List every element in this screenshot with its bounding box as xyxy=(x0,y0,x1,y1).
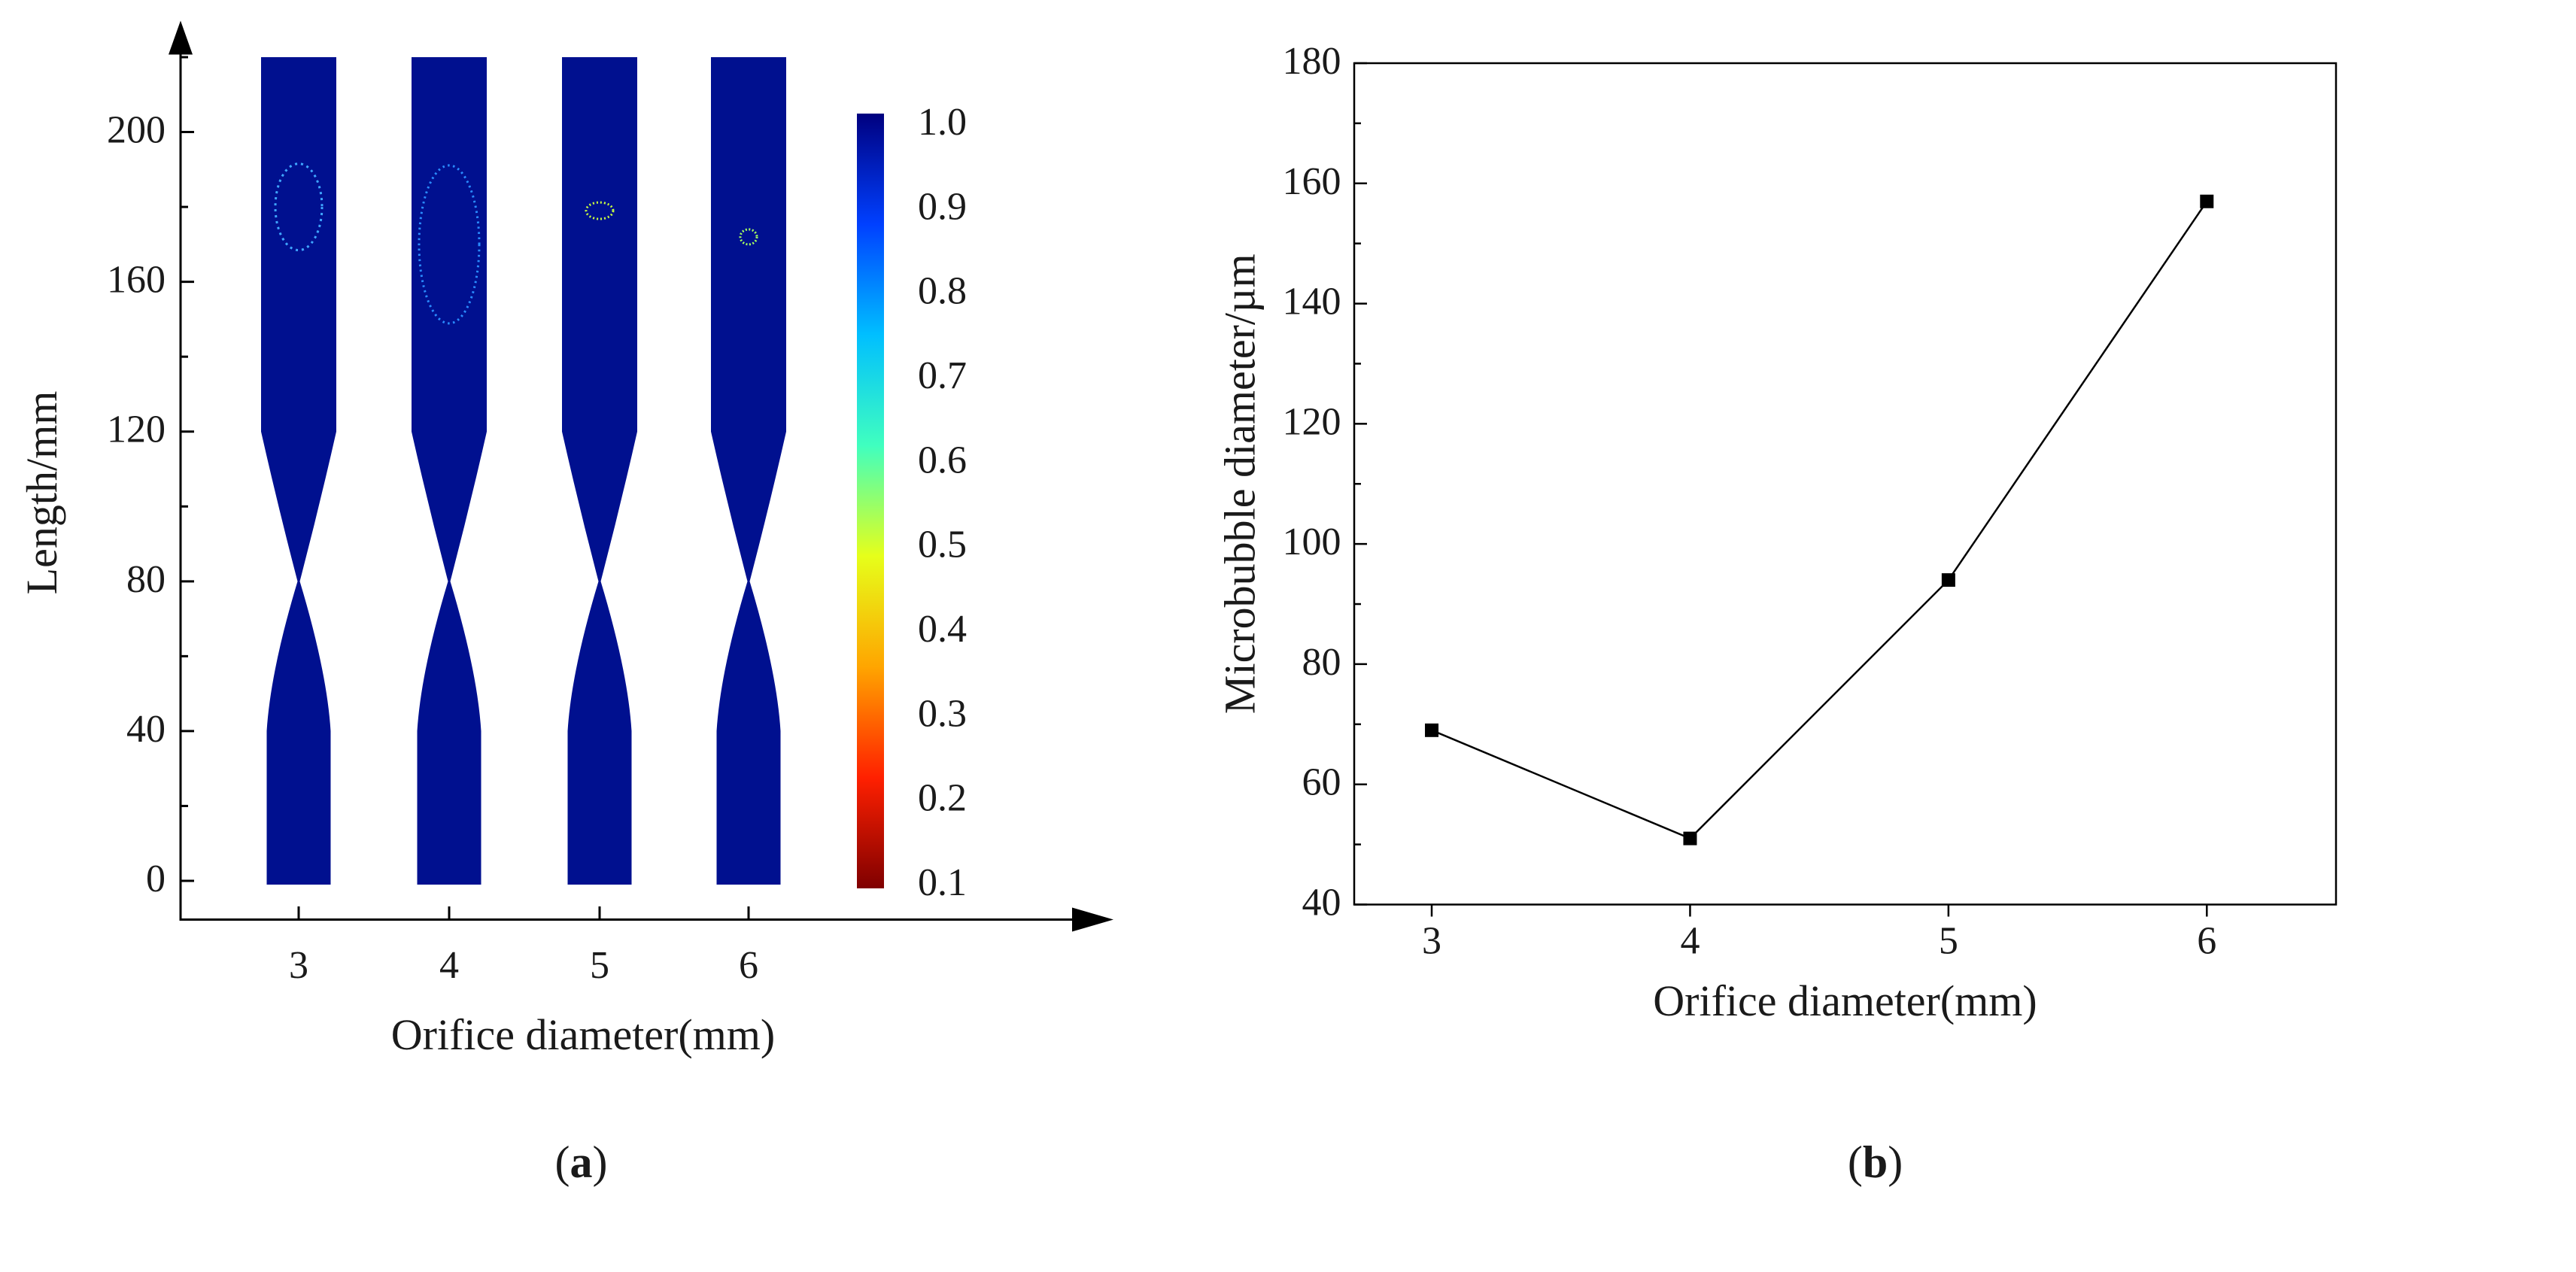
a-bubble xyxy=(418,164,481,325)
a-x-axis-arrow xyxy=(1072,907,1113,932)
a-y-tick-label: 120 xyxy=(107,408,166,451)
b-data-point xyxy=(1683,831,1697,845)
colorbar-ticks: 1.0 0.9 0.8 0.7 0.6 0.5 0.4 0.3 0.2 0.1 xyxy=(918,101,967,904)
a-tube xyxy=(261,57,336,885)
a-x-axis-label: Orifice diameter(mm) xyxy=(391,1010,775,1059)
colorbar-tick-label: 1.0 xyxy=(918,101,967,144)
colorbar-tick-label: 0.2 xyxy=(918,777,967,820)
a-x-tick-label: 5 xyxy=(590,944,609,987)
a-x-tick-label: 6 xyxy=(739,944,758,987)
b-y-tick-label: 100 xyxy=(1283,521,1341,563)
b-y-axis-label: Microbubble diameter/µm xyxy=(1216,253,1265,714)
a-x-tick-label: 3 xyxy=(289,944,308,987)
a-y-tick-label: 0 xyxy=(146,858,166,900)
a-y-tick-label: 80 xyxy=(126,558,166,601)
colorbar-tick-label: 0.8 xyxy=(918,270,967,313)
a-tube xyxy=(412,57,487,885)
b-data-point xyxy=(1425,723,1439,737)
b-y-tick-label: 120 xyxy=(1283,400,1341,443)
a-y-tick-label: 200 xyxy=(107,109,166,152)
colorbar-tick-label: 0.1 xyxy=(918,861,967,904)
b-axes: 40 60 80 100 120 140 160 180 3 4 5 6 xyxy=(1283,40,2338,963)
a-bubble xyxy=(585,201,615,220)
b-series-line xyxy=(1431,201,2208,840)
caption-a: (a) xyxy=(555,1137,608,1187)
b-y-tick-label: 60 xyxy=(1302,761,1341,804)
b-x-tick-label: 4 xyxy=(1680,920,1700,963)
b-series xyxy=(1425,194,2214,845)
a-bubble xyxy=(739,228,758,246)
colorbar-tick-label: 0.3 xyxy=(918,692,967,735)
a-bubbles xyxy=(274,162,758,325)
b-x-tick-label: 6 xyxy=(2197,920,2216,963)
b-x-tick-label: 5 xyxy=(1939,920,1958,963)
colorbar-tick-label: 0.5 xyxy=(918,524,967,566)
colorbar-tick-label: 0.7 xyxy=(918,354,967,397)
colorbar-tick-label: 0.9 xyxy=(918,185,967,228)
b-y-tick-label: 80 xyxy=(1302,641,1341,684)
a-tube xyxy=(562,57,637,885)
a-tube xyxy=(711,57,786,885)
panel-a: 0 40 80 120 160 200 3 4 5 6 1.0 0.9 0.8 0.7 0.6 0.5 0.4… xyxy=(17,20,1113,1059)
a-x-tick-label: 4 xyxy=(439,944,459,987)
a-y-axis-label: Length/mm xyxy=(17,391,66,595)
b-x-axis-label: Orifice diameter(mm) xyxy=(1653,976,2037,1025)
a-bubble xyxy=(274,162,324,252)
b-y-tick-label: 140 xyxy=(1283,281,1341,323)
b-x-tick-label: 3 xyxy=(1422,920,1441,963)
b-y-tick-label: 40 xyxy=(1302,882,1341,924)
colorbar-tick-label: 0.6 xyxy=(918,439,967,481)
b-y-tick-label: 160 xyxy=(1283,160,1341,203)
b-y-tick-label: 180 xyxy=(1283,40,1341,83)
b-plot-frame xyxy=(1353,62,2338,906)
a-y-axis-arrow xyxy=(169,20,193,55)
colorbar xyxy=(857,114,884,888)
a-y-tick-label: 160 xyxy=(107,259,166,302)
a-y-tick-label: 40 xyxy=(126,708,166,751)
caption-b: (b) xyxy=(1848,1137,1903,1187)
b-data-point xyxy=(1941,573,1955,587)
a-ticks: 0 40 80 120 160 200 3 4 5 6 xyxy=(107,56,758,987)
a-tubes xyxy=(261,57,786,885)
colorbar-tick-label: 0.4 xyxy=(918,608,967,651)
b-data-point xyxy=(2200,194,2214,208)
panel-b: 40 60 80 100 120 140 160 180 3 4 5 6 Orifice diamet… xyxy=(1216,40,2338,1025)
